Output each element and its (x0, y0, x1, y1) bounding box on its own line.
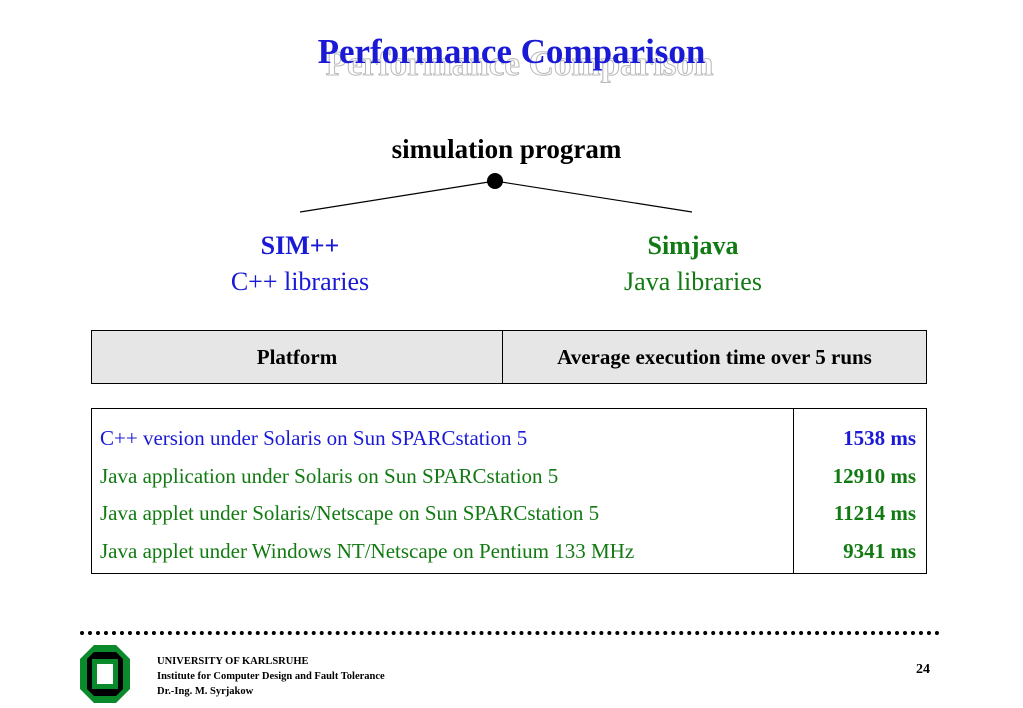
page-title: Performance Comparison (317, 32, 706, 71)
table-row-platform: Java application under Solaris on Sun SP… (100, 463, 559, 488)
footer-text: UNIVERSITY OF KARLSRUHE Institute for Co… (157, 654, 385, 699)
footer-author: Dr.-Ing. M. Syrjakow (157, 686, 254, 697)
branch-simjava-name: Simjava (647, 231, 739, 260)
header-platform: Platform (92, 331, 503, 383)
footer-divider (80, 631, 940, 635)
table-row-platform: Java applet under Windows NT/Netscape on… (100, 538, 635, 563)
results-table: C++ version under Solaris on Sun SPARCst… (91, 408, 927, 574)
left-branch-line (299, 180, 496, 213)
footer-institute: Institute for Computer Design and Fault … (157, 671, 385, 682)
table-row-time: 11214 ms (833, 501, 916, 525)
page-number: 24 (916, 662, 930, 677)
table-header: Platform Average execution time over 5 r… (91, 330, 927, 384)
table-row-platform: C++ version under Solaris on Sun SPARCst… (100, 426, 528, 450)
branch-simjava-description: Java libraries (624, 267, 762, 296)
university-logo-icon (80, 645, 130, 703)
header-average-time: Average execution time over 5 runs (557, 344, 872, 369)
root-node-dot (487, 173, 503, 189)
table-row-time: 12910 ms (832, 463, 916, 488)
branch-sim-description: C++ libraries (230, 267, 370, 296)
branch-simjava: Simjava Java libraries (543, 228, 843, 300)
tree-connector (299, 173, 693, 213)
footer-university: UNIVERSITY OF KARLSRUHE (157, 656, 309, 667)
title-shadow: Performance Comparison (325, 44, 714, 84)
subtitle: simulation program (391, 134, 622, 164)
right-branch-line (494, 180, 693, 213)
table-row-platform: Java applet under Solaris/Netscape on Su… (100, 501, 600, 525)
platform-column: C++ version under Solaris on Sun SPARCst… (92, 409, 794, 573)
title-block: Performance Comparison Performance Compa… (0, 32, 1023, 92)
branch-sim-name: SIM++ (260, 231, 340, 260)
table-row-time: 1538 ms (843, 426, 916, 450)
time-column: 1538 ms 12910 ms 11214 ms 9341 ms (794, 409, 926, 573)
branch-sim: SIM++ C++ libraries (150, 228, 450, 300)
table-row-time: 9341 ms (843, 538, 916, 563)
